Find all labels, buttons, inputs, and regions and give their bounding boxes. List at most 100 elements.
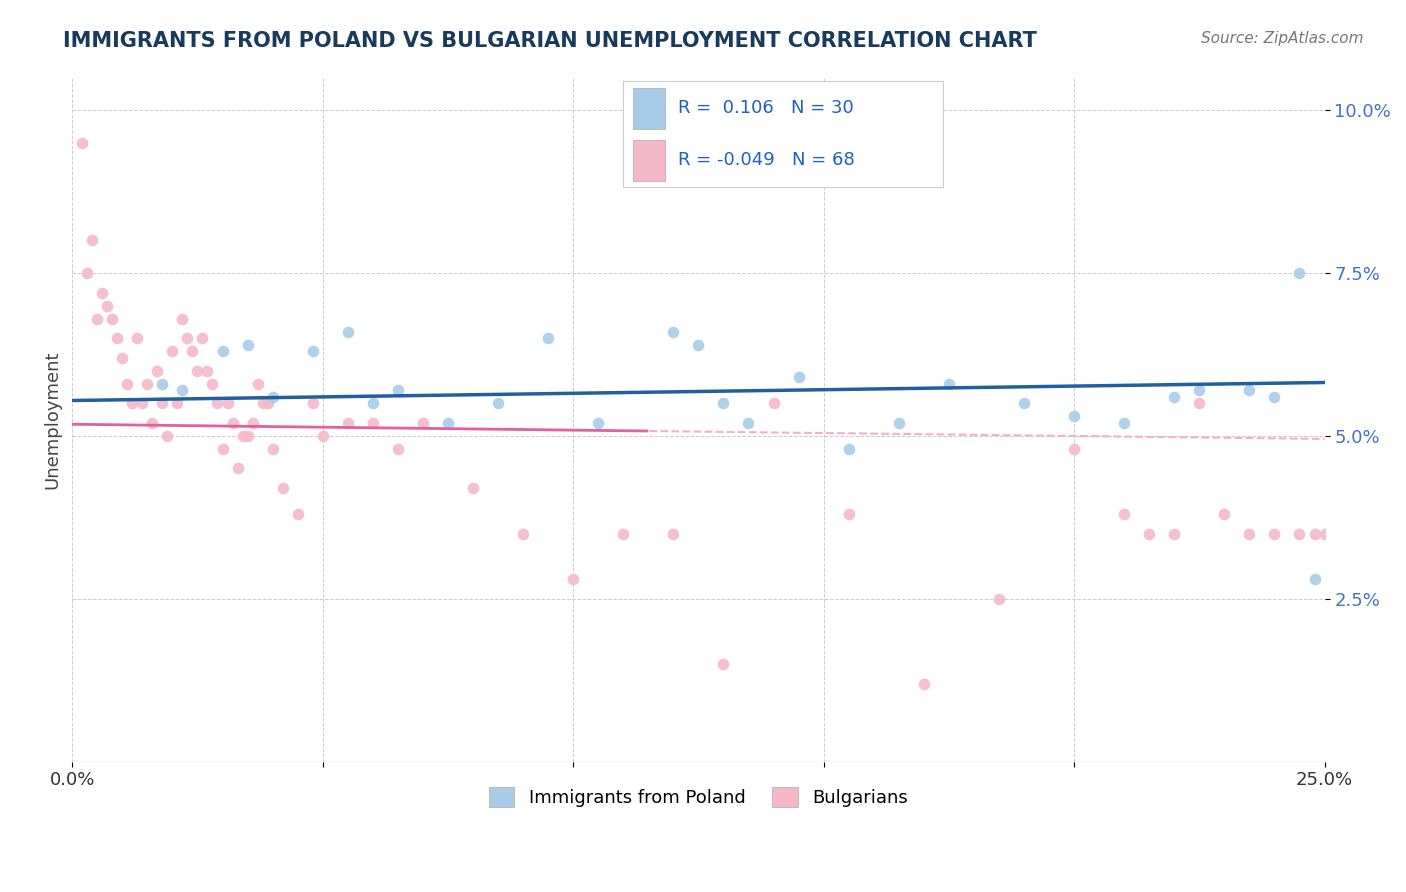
Point xyxy=(912,676,935,690)
Point xyxy=(938,376,960,391)
Point xyxy=(1063,442,1085,456)
Point xyxy=(512,526,534,541)
Point xyxy=(101,311,124,326)
Point xyxy=(262,442,284,456)
Point xyxy=(987,591,1010,606)
Point xyxy=(762,396,785,410)
Point xyxy=(162,344,184,359)
Point xyxy=(662,526,685,541)
Point xyxy=(246,376,269,391)
Point xyxy=(612,526,634,541)
Point xyxy=(172,311,194,326)
Point xyxy=(236,337,259,351)
Point xyxy=(737,416,759,430)
Point xyxy=(176,331,198,345)
Point xyxy=(111,351,134,365)
Point xyxy=(1303,572,1326,586)
Point xyxy=(1063,409,1085,424)
Point xyxy=(486,396,509,410)
Point xyxy=(537,331,560,345)
Point xyxy=(152,396,174,410)
Point xyxy=(1163,390,1185,404)
Point xyxy=(121,396,143,410)
Point xyxy=(127,331,149,345)
Point xyxy=(713,396,735,410)
Point xyxy=(131,396,153,410)
Point xyxy=(1263,390,1285,404)
Point xyxy=(91,285,114,300)
Point xyxy=(688,337,710,351)
Point xyxy=(361,396,384,410)
Point xyxy=(412,416,434,430)
Point xyxy=(156,429,179,443)
Point xyxy=(70,136,93,150)
Point xyxy=(287,507,309,521)
Y-axis label: Unemployment: Unemployment xyxy=(44,351,60,489)
Point xyxy=(96,299,118,313)
Point xyxy=(221,416,243,430)
Point xyxy=(1303,526,1326,541)
Point xyxy=(1213,507,1236,521)
Point xyxy=(201,376,224,391)
Point xyxy=(211,442,233,456)
Point xyxy=(242,416,264,430)
Point xyxy=(207,396,229,410)
Point xyxy=(1012,396,1035,410)
Point xyxy=(232,429,254,443)
Point xyxy=(1288,526,1310,541)
Point xyxy=(437,416,460,430)
Point xyxy=(838,507,860,521)
Point xyxy=(197,364,219,378)
Point xyxy=(1188,396,1211,410)
Point xyxy=(336,416,359,430)
Point xyxy=(312,429,335,443)
Point xyxy=(226,461,249,475)
Text: IMMIGRANTS FROM POLAND VS BULGARIAN UNEMPLOYMENT CORRELATION CHART: IMMIGRANTS FROM POLAND VS BULGARIAN UNEM… xyxy=(63,31,1038,51)
Point xyxy=(1137,526,1160,541)
Point xyxy=(166,396,188,410)
Point xyxy=(1188,384,1211,398)
Point xyxy=(262,390,284,404)
Point xyxy=(211,344,233,359)
Point xyxy=(461,481,484,495)
Point xyxy=(301,396,323,410)
Point xyxy=(1288,266,1310,280)
Point xyxy=(252,396,274,410)
Point xyxy=(301,344,323,359)
Point xyxy=(82,233,104,247)
Point xyxy=(1239,526,1261,541)
Point xyxy=(387,442,409,456)
Point xyxy=(236,429,259,443)
Point xyxy=(1239,384,1261,398)
Point xyxy=(105,331,128,345)
Point xyxy=(152,376,174,391)
Point xyxy=(562,572,585,586)
Point xyxy=(172,384,194,398)
Legend: Immigrants from Poland, Bulgarians: Immigrants from Poland, Bulgarians xyxy=(482,780,915,814)
Point xyxy=(713,657,735,671)
Point xyxy=(271,481,294,495)
Point xyxy=(1114,416,1136,430)
Point xyxy=(186,364,208,378)
Point xyxy=(76,266,98,280)
Point xyxy=(586,416,609,430)
Point xyxy=(1263,526,1285,541)
Point xyxy=(141,416,163,430)
Point xyxy=(217,396,239,410)
Point xyxy=(1163,526,1185,541)
Point xyxy=(117,376,139,391)
Point xyxy=(1313,526,1336,541)
Point xyxy=(191,331,214,345)
Point xyxy=(336,325,359,339)
Point xyxy=(86,311,108,326)
Point xyxy=(361,416,384,430)
Point xyxy=(387,384,409,398)
Point xyxy=(146,364,169,378)
Text: Source: ZipAtlas.com: Source: ZipAtlas.com xyxy=(1201,31,1364,46)
Point xyxy=(1114,507,1136,521)
Point xyxy=(181,344,204,359)
Point xyxy=(787,370,810,384)
Point xyxy=(136,376,159,391)
Point xyxy=(256,396,278,410)
Point xyxy=(838,442,860,456)
